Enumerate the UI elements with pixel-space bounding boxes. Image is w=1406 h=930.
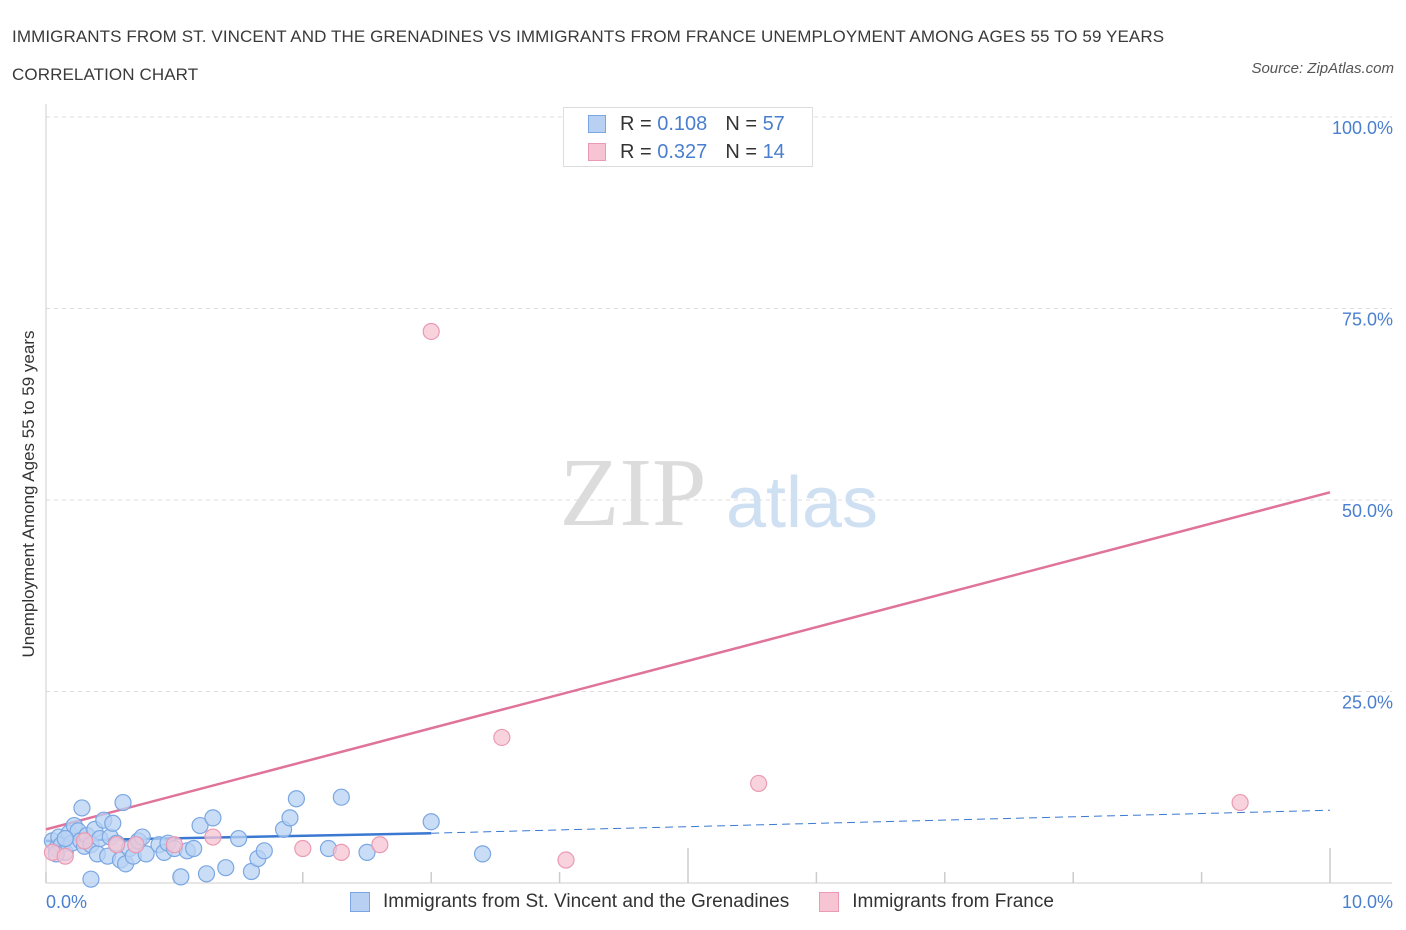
- series-legend: Immigrants from St. Vincent and the Gren…: [350, 890, 1084, 914]
- point-france: [204, 828, 222, 846]
- legend-swatch-pink: [588, 143, 606, 161]
- point-france: [422, 322, 440, 341]
- legend-n-value: 14: [762, 140, 785, 163]
- watermark-atlas: atlas: [726, 463, 878, 543]
- legend-swatch-blue: [350, 892, 370, 912]
- watermark-zip: ZIP: [560, 439, 707, 547]
- x-tick-label: 0.0%: [46, 892, 87, 912]
- point-st-vincent: [287, 790, 305, 808]
- legend-r-value: 0.327: [657, 140, 708, 163]
- y-tick-label: 25.0%: [1342, 693, 1393, 713]
- point-st-vincent: [197, 865, 216, 883]
- legend-label-st-vincent: Immigrants from St. Vincent and the Gren…: [383, 891, 790, 912]
- point-st-vincent: [255, 842, 273, 860]
- trend-line-france: [45, 491, 1331, 831]
- watermark: ZIP atlas: [560, 439, 879, 547]
- legend-r-value: 0.108: [657, 112, 708, 135]
- y-tick-label: 50.0%: [1342, 501, 1393, 521]
- trend-line-st-vincent-extension: [431, 809, 1331, 834]
- legend-row-blue: R = 0.108 N = 57: [588, 113, 785, 135]
- x-tick-labels: 0.0% 10.0%: [46, 892, 1393, 912]
- point-st-vincent: [191, 816, 209, 835]
- y-tick-labels: 25.0% 50.0% 75.0% 100.0%: [1332, 118, 1393, 713]
- point-france: [750, 774, 768, 793]
- point-st-vincent: [358, 843, 376, 861]
- point-st-vincent: [56, 829, 74, 848]
- point-st-vincent: [217, 859, 235, 877]
- point-st-vincent: [185, 839, 203, 858]
- point-st-vincent: [281, 809, 299, 827]
- point-st-vincent: [73, 799, 91, 817]
- point-france: [75, 832, 94, 850]
- legend-swatch-pink: [819, 892, 840, 912]
- y-tick-label: 100.0%: [1332, 118, 1393, 138]
- point-st-vincent: [82, 870, 100, 888]
- correlation-legend: R = 0.108 N = 57 R = 0.327 N = 14: [563, 107, 813, 167]
- point-france: [165, 836, 183, 854]
- legend-r-label: R =: [620, 112, 652, 135]
- legend-label-france: Immigrants from France: [852, 891, 1054, 912]
- source-label: Source: ZipAtlas.com: [1251, 60, 1394, 77]
- point-france: [1231, 793, 1249, 812]
- legend-n-label: N =: [725, 112, 757, 135]
- legend-n-label: N =: [725, 140, 757, 163]
- point-france: [332, 843, 350, 861]
- point-st-vincent: [104, 814, 122, 832]
- data-points: [43, 108, 1249, 888]
- point-st-vincent: [204, 809, 222, 827]
- legend-swatch-blue: [588, 115, 606, 133]
- legend-item-st-vincent: Immigrants from St. Vincent and the Gren…: [350, 891, 789, 913]
- point-st-vincent: [332, 788, 350, 806]
- point-france: [127, 836, 145, 854]
- point-france: [56, 847, 74, 865]
- y-axis-label: Unemployment Among Ages 55 to 59 years: [19, 331, 38, 658]
- legend-r-label: R =: [620, 140, 652, 163]
- point-st-vincent: [114, 793, 132, 812]
- y-tick-label: 75.0%: [1342, 310, 1393, 330]
- point-st-vincent: [230, 829, 248, 848]
- point-france: [493, 728, 511, 747]
- gridlines: [46, 116, 1392, 692]
- point-st-vincent: [422, 813, 440, 831]
- point-france: [371, 836, 389, 854]
- axes: [45, 104, 1392, 884]
- legend-item-france: Immigrants from France: [819, 891, 1054, 913]
- point-france: [557, 851, 575, 869]
- legend-n-value: 57: [762, 112, 785, 135]
- point-france: [108, 836, 126, 854]
- point-st-vincent: [172, 868, 190, 886]
- legend-row-pink: R = 0.327 N = 14: [588, 141, 785, 163]
- point-france: [294, 839, 312, 858]
- x-tick-label: 10.0%: [1342, 892, 1393, 912]
- chart-title: IMMIGRANTS FROM ST. VINCENT AND THE GREN…: [12, 27, 1165, 84]
- point-st-vincent: [473, 845, 492, 863]
